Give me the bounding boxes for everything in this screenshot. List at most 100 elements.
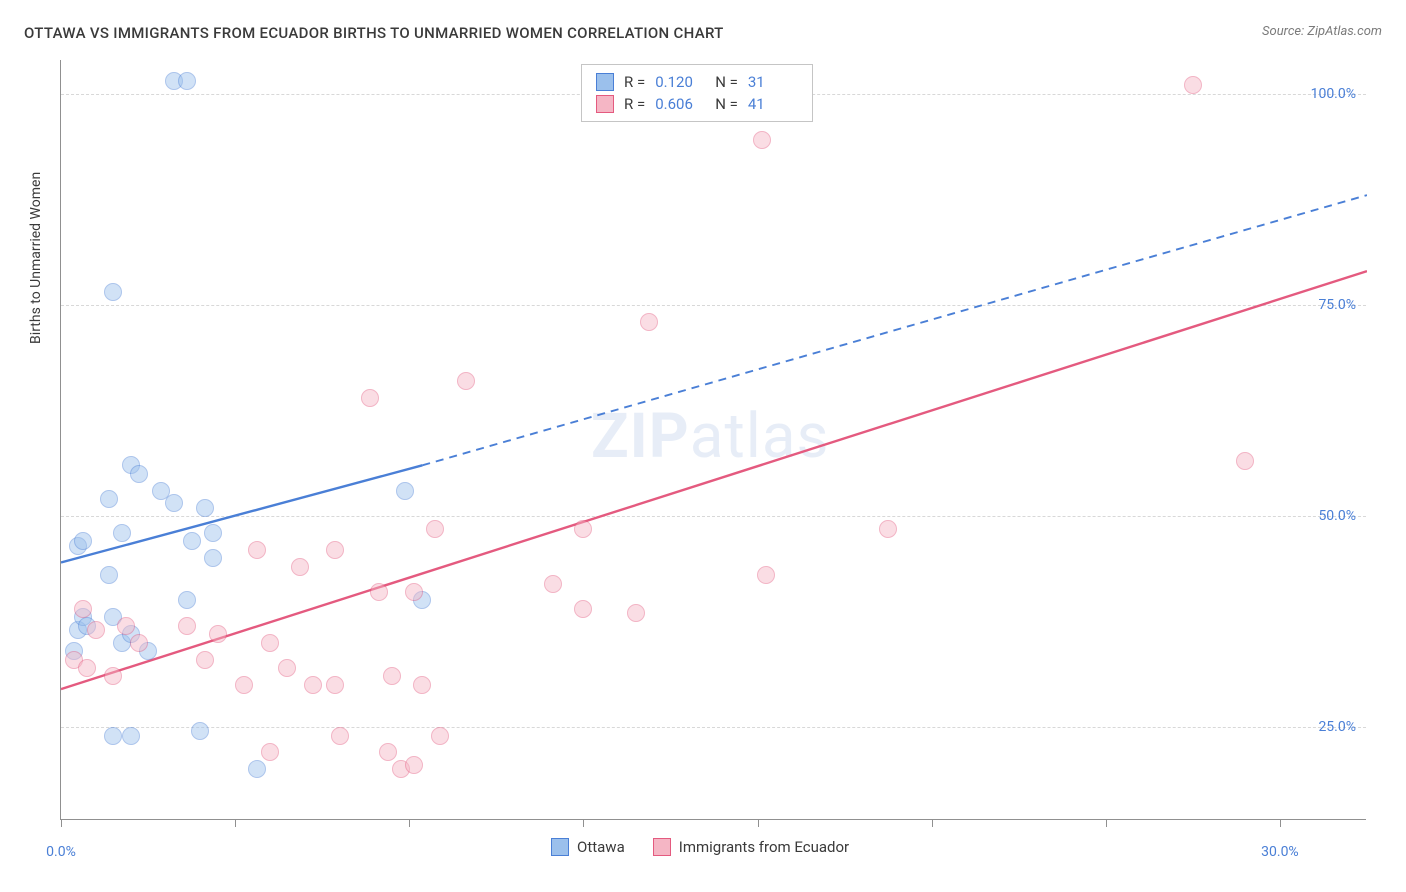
data-point [383,667,401,685]
x-tick [583,819,584,827]
data-point [757,566,775,584]
data-point [117,617,135,635]
data-point [278,659,296,677]
data-point [331,727,349,745]
data-point [574,600,592,618]
x-tick-label: 0.0% [46,844,76,860]
data-point [178,617,196,635]
data-point [405,583,423,601]
legend-swatch [596,95,614,113]
gridline [61,305,1366,306]
source-attribution: Source: ZipAtlas.com [1262,24,1382,39]
data-point [640,313,658,331]
n-value: 41 [748,95,798,113]
scatter-plot: ZIPatlas 25.0%50.0%75.0%100.0%0.0%30.0%R… [60,60,1366,820]
data-point [104,283,122,301]
legend-swatch [596,73,614,91]
x-tick [409,819,410,827]
stats-legend-row: R = 0.606 N = 41 [596,93,798,115]
data-point [413,676,431,694]
y-tick-label: 25.0% [1318,719,1356,735]
data-point [204,524,222,542]
data-point [326,541,344,559]
x-tick [758,819,759,827]
n-label: N = [715,73,738,91]
legend-label: Immigrants from Ecuador [679,838,849,856]
r-value: 0.120 [655,73,705,91]
x-tick [932,819,933,827]
data-point [1236,452,1254,470]
y-tick-label: 100.0% [1311,86,1356,102]
data-point [405,756,423,774]
x-tick-label: 30.0% [1261,844,1299,860]
data-point [104,667,122,685]
data-point [248,541,266,559]
data-point [291,558,309,576]
data-point [396,482,414,500]
n-label: N = [715,95,738,113]
legend-swatch [551,838,569,856]
data-point [879,520,897,538]
x-tick [1106,819,1107,827]
data-point [196,499,214,517]
data-point [361,389,379,407]
data-point [248,760,266,778]
data-point [627,604,645,622]
y-tick-label: 75.0% [1318,297,1356,313]
trend-lines [61,60,1367,820]
data-point [1184,76,1202,94]
y-tick-label: 50.0% [1318,508,1356,524]
data-point [183,532,201,550]
data-point [100,566,118,584]
x-tick [235,819,236,827]
x-tick [61,819,62,827]
y-axis-label: Births to Unmarried Women [28,172,44,344]
data-point [165,494,183,512]
watermark: ZIPatlas [591,400,830,473]
data-point [457,372,475,390]
data-point [326,676,344,694]
data-point [574,520,592,538]
data-point [122,727,140,745]
data-point [130,465,148,483]
data-point [431,727,449,745]
data-point [178,591,196,609]
data-point [379,743,397,761]
gridline [61,516,1366,517]
data-point [74,600,92,618]
data-point [113,524,131,542]
data-point [104,727,122,745]
legend-label: Ottawa [577,838,625,856]
chart-header: OTTAWA VS IMMIGRANTS FROM ECUADOR BIRTHS… [24,24,1382,42]
chart-title: OTTAWA VS IMMIGRANTS FROM ECUADOR BIRTHS… [24,24,724,42]
data-point [753,131,771,149]
x-tick [1280,819,1281,827]
r-label: R = [624,95,645,113]
stats-legend: R = 0.120 N = 31 R = 0.606 N = 41 [581,64,813,122]
data-point [261,634,279,652]
series-legend: Ottawa Immigrants from Ecuador [551,838,849,856]
data-point [544,575,562,593]
data-point [204,549,222,567]
stats-legend-row: R = 0.120 N = 31 [596,71,798,93]
data-point [74,532,92,550]
data-point [261,743,279,761]
data-point [304,676,322,694]
data-point [196,651,214,669]
data-point [130,634,148,652]
legend-item: Ottawa [551,838,625,856]
data-point [87,621,105,639]
data-point [370,583,388,601]
r-label: R = [624,73,645,91]
data-point [209,625,227,643]
data-point [426,520,444,538]
data-point [191,722,209,740]
gridline [61,727,1366,728]
data-point [100,490,118,508]
r-value: 0.606 [655,95,705,113]
data-point [235,676,253,694]
data-point [178,72,196,90]
legend-swatch [653,838,671,856]
legend-item: Immigrants from Ecuador [653,838,849,856]
n-value: 31 [748,73,798,91]
